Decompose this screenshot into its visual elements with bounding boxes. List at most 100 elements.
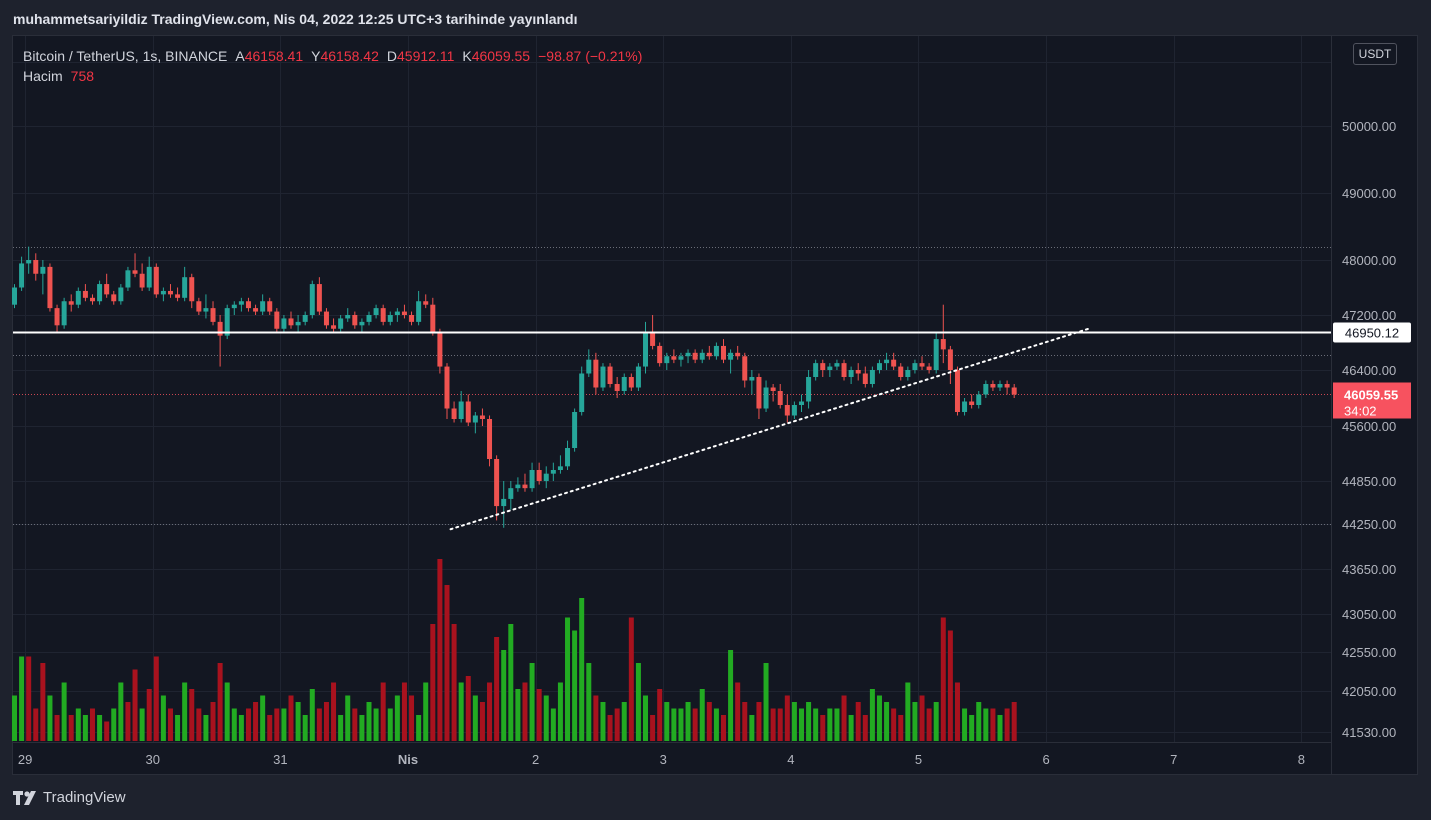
candle-body bbox=[926, 366, 932, 370]
candle-body bbox=[366, 315, 372, 322]
candle-body bbox=[1011, 387, 1017, 395]
candle-body bbox=[515, 484, 521, 489]
candle-body bbox=[458, 401, 464, 419]
price-tick-label: 42050.00 bbox=[1342, 684, 1396, 699]
countdown-label: 34:02 bbox=[1344, 404, 1377, 419]
volume-bar bbox=[118, 682, 124, 741]
volume-bar bbox=[940, 617, 946, 741]
volume-bar bbox=[749, 715, 755, 741]
price-tick-label: 44250.00 bbox=[1342, 517, 1396, 532]
candle-body bbox=[61, 301, 67, 326]
candle-body bbox=[543, 473, 549, 481]
candle-body bbox=[331, 325, 337, 329]
candle-body bbox=[813, 363, 819, 377]
volume-bar bbox=[316, 708, 322, 741]
candle-body bbox=[373, 308, 379, 315]
candle-body bbox=[692, 352, 698, 360]
candle-body bbox=[600, 366, 606, 388]
volume-bar bbox=[522, 682, 528, 741]
candle-body bbox=[12, 287, 17, 305]
volume-bar bbox=[898, 715, 904, 741]
volume-label[interactable]: Hacim bbox=[23, 68, 63, 84]
volume-bar bbox=[557, 682, 563, 741]
volume-bar bbox=[54, 715, 60, 741]
volume-bar bbox=[969, 715, 975, 741]
symbol-title[interactable]: Bitcoin / TetherUS, 1s, BINANCE bbox=[23, 48, 228, 64]
candle-body bbox=[990, 384, 996, 388]
candle-body bbox=[111, 294, 117, 302]
tradingview-logo[interactable]: TradingView bbox=[13, 789, 126, 806]
price-tick-label: 46400.00 bbox=[1342, 363, 1396, 378]
currency-button[interactable]: USDT bbox=[1353, 43, 1397, 65]
volume-bar bbox=[104, 721, 110, 741]
candle-body bbox=[380, 308, 386, 322]
volume-bar bbox=[536, 689, 542, 741]
volume-bar bbox=[423, 682, 429, 741]
candle-body bbox=[302, 315, 308, 322]
volume-bar bbox=[550, 708, 556, 741]
volume-bar bbox=[394, 695, 400, 741]
volume-bar bbox=[664, 702, 670, 741]
close-label: K bbox=[462, 48, 472, 64]
low-label: D bbox=[386, 48, 397, 64]
time-tick-label: 2 bbox=[532, 752, 539, 767]
candle-body bbox=[557, 466, 563, 470]
candle-body bbox=[635, 366, 641, 388]
price-tick-label: 45600.00 bbox=[1342, 419, 1396, 434]
candle-body bbox=[820, 363, 826, 370]
volume-bar bbox=[40, 663, 46, 741]
volume-bar bbox=[515, 689, 521, 741]
candle-body bbox=[416, 301, 422, 322]
volume-bar bbox=[472, 695, 478, 741]
candle-body bbox=[834, 363, 840, 367]
volume-bar bbox=[869, 689, 875, 741]
candle-body bbox=[444, 366, 450, 409]
candle-body bbox=[345, 315, 351, 319]
time-tick-label: 29 bbox=[18, 752, 32, 767]
candle-body bbox=[245, 301, 251, 309]
candle-body bbox=[721, 345, 726, 360]
volume-bar bbox=[947, 630, 953, 741]
candle-body bbox=[884, 359, 890, 364]
volume-bar bbox=[876, 695, 882, 741]
volume-bar bbox=[813, 708, 819, 741]
candle-body bbox=[47, 266, 53, 309]
time-axis: 29 30 31 Nis 2 3 4 5 6 7 8 bbox=[18, 752, 1305, 767]
volume-bar bbox=[210, 702, 216, 741]
candle-body bbox=[621, 377, 627, 391]
volume-bar bbox=[543, 695, 549, 741]
volume-bar bbox=[933, 702, 939, 741]
candle-body bbox=[728, 352, 734, 360]
candle-body bbox=[1004, 384, 1010, 388]
volume-bar bbox=[231, 708, 237, 741]
volume-bar bbox=[579, 598, 585, 741]
volume-bar bbox=[997, 715, 1003, 741]
volume-value: 758 bbox=[70, 68, 95, 84]
candle-body bbox=[75, 290, 81, 305]
volume-bar bbox=[295, 702, 301, 741]
candle-body bbox=[231, 304, 237, 309]
volume-bar bbox=[806, 702, 812, 741]
chart-panel[interactable] bbox=[12, 35, 1418, 775]
volume-bar bbox=[75, 708, 81, 741]
price-tick-label: 47200.00 bbox=[1342, 308, 1396, 323]
volume-bar bbox=[487, 682, 493, 741]
close-value: 46059.55 bbox=[471, 48, 531, 64]
volume-bar bbox=[451, 624, 457, 741]
candle-body bbox=[210, 308, 216, 322]
volume-bar bbox=[905, 682, 911, 741]
candle-body bbox=[742, 356, 748, 381]
volume-bar bbox=[586, 663, 592, 741]
time-tick-label: 8 bbox=[1298, 752, 1305, 767]
candle-body bbox=[628, 377, 634, 388]
volume-bar bbox=[366, 702, 372, 741]
candle-body bbox=[550, 470, 556, 474]
volume-bar bbox=[841, 695, 847, 741]
candle-body bbox=[848, 370, 854, 377]
volume-bar bbox=[203, 715, 209, 741]
volume-bar bbox=[607, 715, 613, 741]
volume-bar bbox=[763, 663, 769, 741]
volume-bar bbox=[572, 630, 578, 741]
candle-body bbox=[749, 377, 755, 381]
